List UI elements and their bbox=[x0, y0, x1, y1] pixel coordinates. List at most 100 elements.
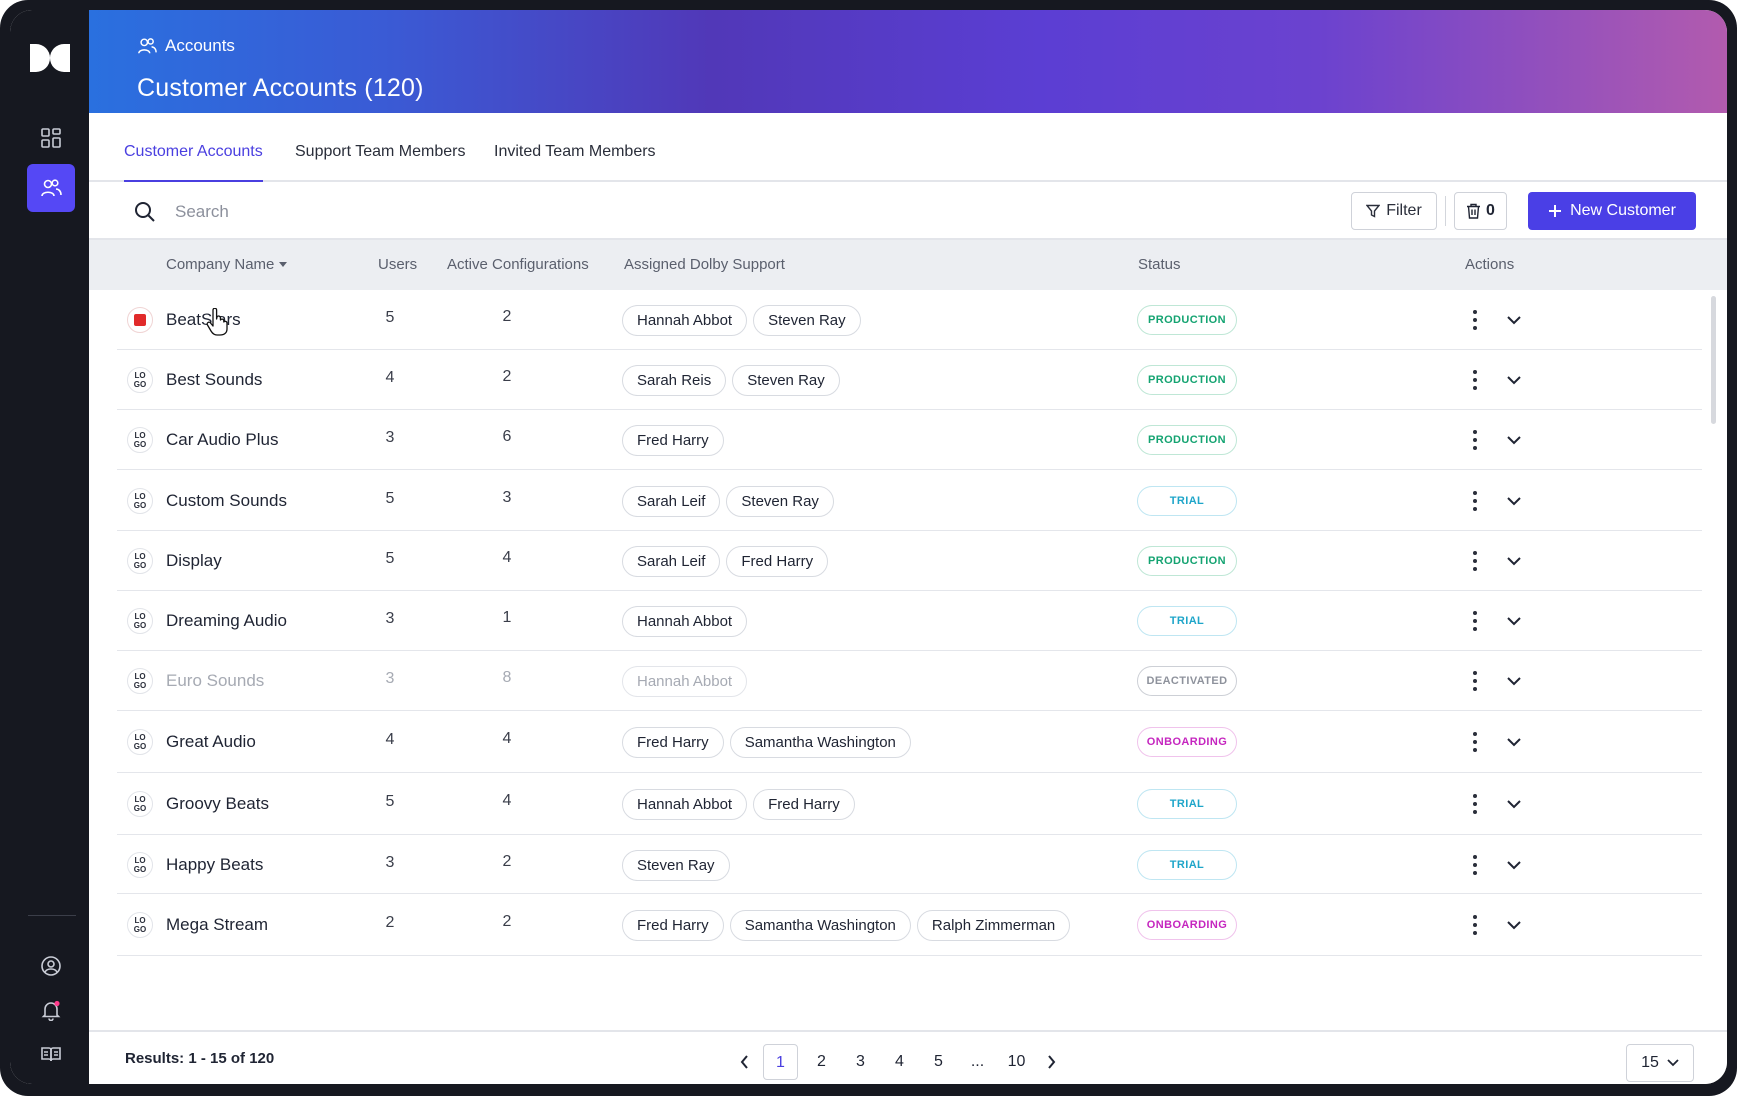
company-name[interactable]: BeatStars bbox=[166, 310, 241, 329]
sidebar-item-notifications[interactable] bbox=[27, 986, 75, 1034]
column-company-name[interactable]: Company Name bbox=[166, 256, 288, 273]
table-row[interactable]: LO GO Custom Sounds 5 3 Sarah Leif Steven Ray T… bbox=[117, 470, 1702, 531]
support-chip[interactable]: Hannah Abbot bbox=[622, 305, 748, 336]
table-row[interactable]: LO GO Car Audio Plus 3 6 Fred Harry PRODUCTION bbox=[117, 410, 1702, 470]
support-chip[interactable]: Hannah Abbot bbox=[622, 606, 748, 637]
more-actions-icon[interactable] bbox=[1467, 730, 1483, 754]
support-chip[interactable]: Steven Ray bbox=[753, 305, 861, 336]
support-chip[interactable]: Sarah Leif bbox=[622, 485, 721, 517]
support-chip[interactable]: Steven Ray bbox=[726, 485, 834, 517]
more-actions-icon[interactable] bbox=[1467, 609, 1483, 633]
more-actions-icon[interactable] bbox=[1467, 549, 1483, 573]
tab-support-team-members[interactable]: Support Team Members bbox=[295, 143, 466, 160]
company-name[interactable]: Groovy Beats bbox=[166, 794, 269, 813]
support-chip[interactable]: Ralph Zimmerman bbox=[916, 910, 1071, 941]
support-chip[interactable]: Fred Harry bbox=[726, 546, 829, 577]
placeholder-logo-icon: LO GO bbox=[127, 851, 153, 878]
company-name[interactable]: Best Sounds bbox=[166, 370, 263, 389]
table-row[interactable]: LO GO Mega Stream 2 2 Fred Harry Samantha Wash… bbox=[117, 894, 1702, 956]
support-chip[interactable]: Hannah Abbot bbox=[622, 789, 748, 820]
table-header: Company Name Users Active Configurations… bbox=[89, 240, 1727, 290]
more-actions-icon[interactable] bbox=[1467, 853, 1483, 877]
dashboard-icon bbox=[41, 128, 61, 148]
support-chips: Hannah Abbot Fred Harry bbox=[622, 789, 855, 820]
chevron-down-icon[interactable] bbox=[1505, 612, 1523, 630]
page-button[interactable]: 4 bbox=[895, 1053, 904, 1070]
search-input[interactable] bbox=[175, 196, 675, 228]
page-button[interactable]: 1 bbox=[763, 1044, 798, 1080]
more-actions-icon[interactable] bbox=[1467, 913, 1483, 937]
page-button[interactable]: 10 bbox=[1007, 1053, 1026, 1070]
dolby-logo bbox=[30, 44, 70, 72]
sidebar-item-dashboard[interactable] bbox=[27, 114, 75, 162]
support-chip[interactable]: Steven Ray bbox=[732, 365, 840, 396]
support-chip[interactable]: Fred Harry bbox=[622, 910, 724, 941]
company-name[interactable]: Custom Sounds bbox=[166, 490, 287, 510]
sidebar bbox=[10, 10, 89, 1084]
more-actions-icon[interactable] bbox=[1467, 792, 1483, 816]
more-actions-icon[interactable] bbox=[1467, 428, 1483, 452]
sidebar-item-profile[interactable] bbox=[27, 942, 75, 990]
active-configurations-count: 2 bbox=[502, 308, 512, 325]
support-chip[interactable]: Sarah Reis bbox=[622, 365, 727, 396]
chevron-down-icon[interactable] bbox=[1505, 431, 1523, 449]
trash-button[interactable]: 0 bbox=[1454, 192, 1507, 230]
support-chip[interactable]: Samantha Washington bbox=[729, 727, 911, 758]
support-chip[interactable]: Samantha Washington bbox=[729, 910, 911, 941]
company-name[interactable]: Mega Stream bbox=[166, 915, 269, 934]
company-name[interactable]: Car Audio Plus bbox=[166, 430, 279, 449]
support-chip[interactable]: Fred Harry bbox=[622, 727, 724, 758]
chevron-down-icon[interactable] bbox=[1505, 916, 1523, 934]
chevron-down-icon[interactable] bbox=[1505, 733, 1523, 751]
table-row[interactable]: LO GO Best Sounds 4 2 Sarah Reis Steven Ray PRO… bbox=[117, 350, 1702, 410]
table-row[interactable]: LO GO Display 5 4 Sarah Leif Fred Harry PRODUCT… bbox=[117, 531, 1702, 591]
table-row[interactable]: LO GO Euro Sounds 3 8 Hannah Abbot DEACTIVATED bbox=[117, 651, 1702, 711]
tab-invited-team-members[interactable]: Invited Team Members bbox=[494, 143, 656, 160]
company-name[interactable]: Dreaming Audio bbox=[166, 611, 287, 630]
column-users: Users bbox=[378, 256, 418, 273]
more-actions-icon[interactable] bbox=[1467, 669, 1483, 693]
page-button[interactable]: 5 bbox=[934, 1053, 943, 1070]
table-row[interactable]: LO GO Dreaming Audio 3 1 Hannah Abbot TRIAL bbox=[117, 591, 1702, 651]
next-page-button[interactable] bbox=[1036, 1044, 1066, 1080]
chevron-down-icon[interactable] bbox=[1505, 371, 1523, 389]
tab-customer-accounts[interactable]: Customer Accounts bbox=[124, 143, 263, 182]
company-name[interactable]: Display bbox=[166, 551, 222, 570]
company-name[interactable]: Euro Sounds bbox=[166, 671, 265, 690]
prev-page-button[interactable] bbox=[729, 1044, 759, 1080]
chevron-down-icon[interactable] bbox=[1505, 856, 1523, 874]
filter-button[interactable]: Filter bbox=[1351, 192, 1437, 230]
table-row[interactable]: BeatStars 5 2 Hannah Abbot Steven Ray PRODUCT… bbox=[117, 290, 1702, 350]
more-actions-icon[interactable] bbox=[1467, 489, 1483, 513]
table-row[interactable]: LO GO Happy Beats 3 2 Steven Ray TRIAL bbox=[117, 835, 1702, 894]
users-icon bbox=[41, 179, 62, 197]
scrollbar[interactable] bbox=[1711, 296, 1716, 424]
support-chip[interactable]: Steven Ray bbox=[622, 849, 730, 881]
support-chip[interactable]: Hannah Abbot bbox=[622, 666, 748, 697]
column-assigned-support: Assigned Dolby Support bbox=[624, 256, 785, 273]
page-button[interactable]: 3 bbox=[856, 1053, 865, 1070]
support-chip[interactable]: Fred Harry bbox=[622, 425, 724, 456]
table-row[interactable]: LO GO Groovy Beats 5 4 Hannah Abbot Fred Harry… bbox=[117, 773, 1702, 835]
new-customer-button[interactable]: New Customer bbox=[1528, 192, 1696, 230]
per-page-select[interactable]: 15 bbox=[1626, 1044, 1694, 1082]
users-count: 3 bbox=[385, 670, 395, 687]
chevron-down-icon[interactable] bbox=[1505, 311, 1523, 329]
breadcrumb[interactable]: Accounts bbox=[137, 36, 235, 56]
company-name[interactable]: Great Audio bbox=[166, 732, 256, 751]
support-chip[interactable]: Fred Harry bbox=[753, 789, 855, 820]
more-actions-icon[interactable] bbox=[1467, 368, 1483, 392]
page-button[interactable]: 2 bbox=[817, 1053, 826, 1070]
company-name[interactable]: Happy Beats bbox=[166, 854, 264, 874]
table-row[interactable]: LO GO Great Audio 4 4 Fred Harry Samantha Wash… bbox=[117, 711, 1702, 773]
chevron-down-icon[interactable] bbox=[1505, 795, 1523, 813]
users-count: 4 bbox=[385, 731, 395, 748]
chevron-down-icon[interactable] bbox=[1505, 552, 1523, 570]
sidebar-item-docs[interactable] bbox=[27, 1030, 75, 1078]
chevron-down-icon[interactable] bbox=[1505, 672, 1523, 690]
placeholder-logo-icon: LO GO bbox=[127, 427, 153, 453]
support-chip[interactable]: Sarah Leif bbox=[622, 546, 721, 577]
sidebar-item-accounts[interactable] bbox=[27, 164, 75, 212]
more-actions-icon[interactable] bbox=[1467, 308, 1483, 332]
chevron-down-icon[interactable] bbox=[1505, 492, 1523, 510]
